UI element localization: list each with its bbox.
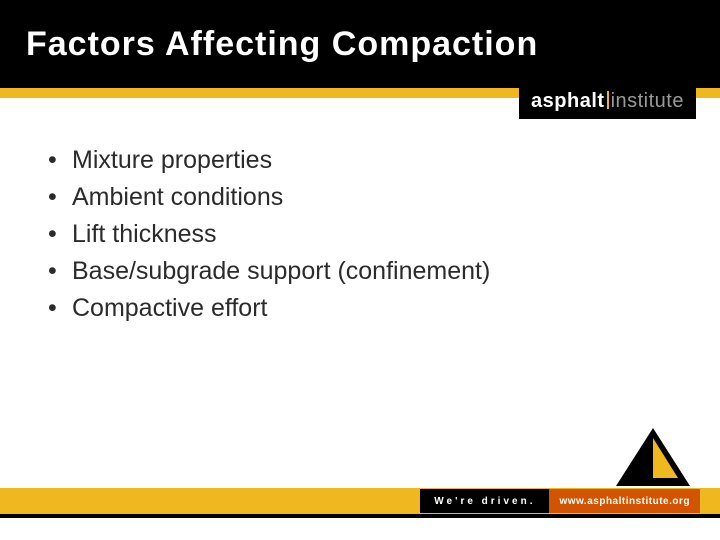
triangle-logo-icon [616,428,690,486]
list-item-text: Mixture properties [72,146,672,175]
slide-title: Factors Affecting Compaction [26,25,538,64]
footer-url: www.asphaltinstitute.org [549,489,700,513]
bullet-icon: • [48,220,72,249]
brand-word-1: asphalt [531,90,605,113]
brand-logo-box: asphalt institute [519,83,696,119]
list-item-text: Base/subgrade support (confinement) [72,257,672,286]
list-item: • Lift thickness [48,220,672,249]
brand-divider [607,91,609,109]
bullet-icon: • [48,257,72,286]
list-item-text: Lift thickness [72,220,672,249]
footer-right-group: We're driven. www.asphaltinstitute.org [420,489,700,513]
list-item: • Base/subgrade support (confinement) [48,257,672,286]
body-content: • Mixture properties • Ambient condition… [48,146,672,331]
list-item: • Mixture properties [48,146,672,175]
slide-root: Factors Affecting Compaction asphalt ins… [0,0,720,540]
list-item: • Compactive effort [48,294,672,323]
list-item-text: Ambient conditions [72,183,672,212]
list-item: • Ambient conditions [48,183,672,212]
footer-bottom-rule [0,514,720,518]
brand-word-2: institute [611,90,684,113]
title-bar: Factors Affecting Compaction [0,0,720,88]
bullet-icon: • [48,294,72,323]
bullet-icon: • [48,146,72,175]
footer-tagline: We're driven. [420,489,549,513]
list-item-text: Compactive effort [72,294,672,323]
bullet-icon: • [48,183,72,212]
bullet-list: • Mixture properties • Ambient condition… [48,146,672,323]
